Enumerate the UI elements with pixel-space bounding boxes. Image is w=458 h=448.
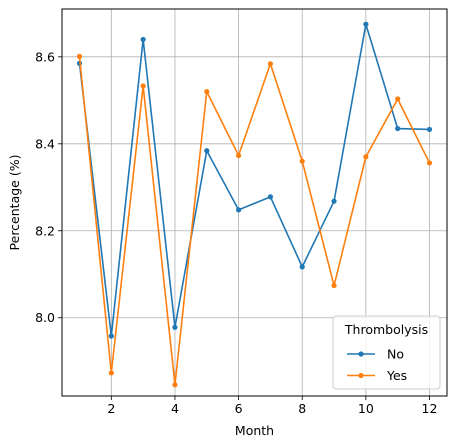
series-layer	[76, 21, 433, 388]
x-tick-label: 10	[358, 401, 374, 416]
y-tick-label: 8.2	[35, 223, 55, 238]
x-tick-label: 2	[107, 401, 115, 416]
series-no	[76, 21, 433, 339]
data-point	[172, 382, 178, 388]
legend-swatch-marker	[358, 351, 364, 357]
y-tick-label: 8.6	[35, 49, 55, 64]
legend-title: Thrombolysis	[344, 322, 428, 337]
data-point	[267, 61, 274, 67]
ticks: 2 4 6 8 10 12 8.0 8.2 8.4 8.6	[35, 49, 437, 416]
legend-label: No	[387, 347, 404, 362]
y-axis-label: Percentage (%)	[7, 155, 22, 251]
data-point	[172, 324, 178, 330]
plot-frame	[61, 8, 448, 397]
data-point	[299, 158, 305, 164]
legend-entry-yes: Yes	[347, 368, 407, 383]
data-point	[331, 198, 337, 204]
legend: Thrombolysis No Yes	[332, 315, 441, 390]
legend-entry-no: No	[347, 347, 404, 362]
y-tick-label: 8.4	[35, 136, 55, 151]
legend-box	[332, 315, 441, 390]
data-point	[140, 36, 146, 43]
series-line	[78, 23, 430, 337]
data-point	[363, 21, 369, 27]
data-point	[204, 148, 210, 154]
data-point	[299, 264, 305, 270]
series-yes	[76, 53, 433, 388]
legend-label: Yes	[386, 368, 407, 383]
y-tick-label: 8.0	[35, 310, 55, 325]
data-point	[204, 89, 210, 95]
x-tick-label: 8	[298, 401, 306, 416]
x-tick-label: 12	[422, 401, 438, 416]
data-point	[267, 194, 274, 200]
series-line	[78, 56, 431, 386]
data-point	[331, 282, 337, 289]
x-tick-label: 4	[171, 401, 179, 416]
data-point	[235, 152, 242, 159]
data-point	[426, 160, 433, 166]
legend-swatch-marker	[358, 372, 364, 379]
data-point	[108, 333, 114, 339]
data-point	[395, 96, 401, 102]
data-point	[140, 83, 146, 89]
legend-entries: No Yes	[347, 347, 407, 383]
data-point	[235, 207, 242, 213]
data-point	[108, 370, 114, 376]
data-point	[426, 126, 433, 133]
x-tick-label: 6	[235, 401, 243, 416]
data-point	[363, 154, 369, 160]
data-point	[395, 125, 401, 132]
x-axis-label: Month	[235, 423, 274, 438]
grid	[62, 9, 447, 396]
data-point	[76, 53, 83, 59]
